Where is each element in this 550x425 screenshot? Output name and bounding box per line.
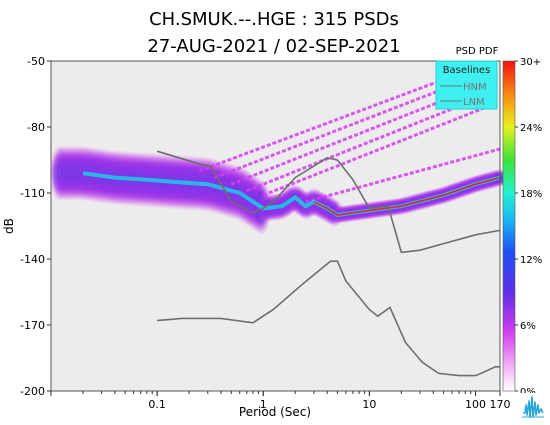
colorbar-tick-label: 6% [520, 321, 536, 332]
chart-title-line2: 27-AUG-2021 / 02-SEP-2021 [147, 36, 400, 57]
baseline-curves [156, 150, 501, 377]
x-tick-label: 170 [490, 398, 511, 411]
pdf-outlier-band [230, 88, 472, 186]
legend-box [435, 60, 498, 110]
colorbar-tick-label: 18% [520, 189, 542, 200]
colorbar [502, 60, 516, 392]
colorbar-tick-label: 0% [520, 387, 536, 398]
y-tick-label: -140 [20, 253, 45, 266]
pdf-outlier-band [246, 94, 485, 193]
colorbar-ticks: 30+ 24% 18% 12% 6% 0% [515, 57, 542, 398]
chart-title-line1: CH.SMUK.--.HGE : 315 PSDs [149, 9, 399, 30]
pdf-peak-trace [313, 176, 501, 216]
pdf-outlier-band [305, 147, 501, 204]
y-axis-label: dB [2, 218, 16, 234]
y-tick-label: -80 [27, 121, 45, 134]
pdf-outlier-band [214, 81, 460, 179]
pdf-outlier-band [198, 74, 453, 173]
x-tick-label: 10 [362, 398, 376, 411]
colorbar-title: PSD PDF [456, 46, 499, 57]
y-axis: -50 -80 -110 -140 -170 -200 [20, 55, 51, 398]
colorbar-tick-label: 24% [520, 123, 542, 134]
baseline-hnm-line [156, 150, 501, 254]
legend-lnm-label: LNM [463, 97, 485, 108]
legend-hnm-label: HNM [463, 82, 487, 93]
psd-pdf-density [49, 74, 510, 236]
x-axis: 0.1 1 10 100 170 [50, 391, 511, 411]
y-tick-label: -110 [20, 187, 45, 200]
legend: Baselines HNM LNM [435, 60, 498, 110]
y-tick-label: -170 [20, 319, 45, 332]
waveform-logo-icon [521, 393, 545, 419]
colorbar-tick-label: 30+ [520, 57, 541, 68]
y-tick-label: -200 [20, 385, 45, 398]
x-axis-label: Period (Sec) [239, 405, 311, 419]
baseline-lnm-line [157, 260, 500, 377]
plot-frame [50, 60, 501, 392]
x-tick-label: 1 [260, 398, 267, 411]
colorbar-tick-label: 12% [520, 255, 542, 266]
legend-title: Baselines [443, 65, 491, 76]
y-tick-label: -50 [27, 55, 45, 68]
plot-area [51, 61, 500, 391]
x-tick-label: 100 [465, 398, 486, 411]
x-tick-label: 0.1 [148, 398, 166, 411]
